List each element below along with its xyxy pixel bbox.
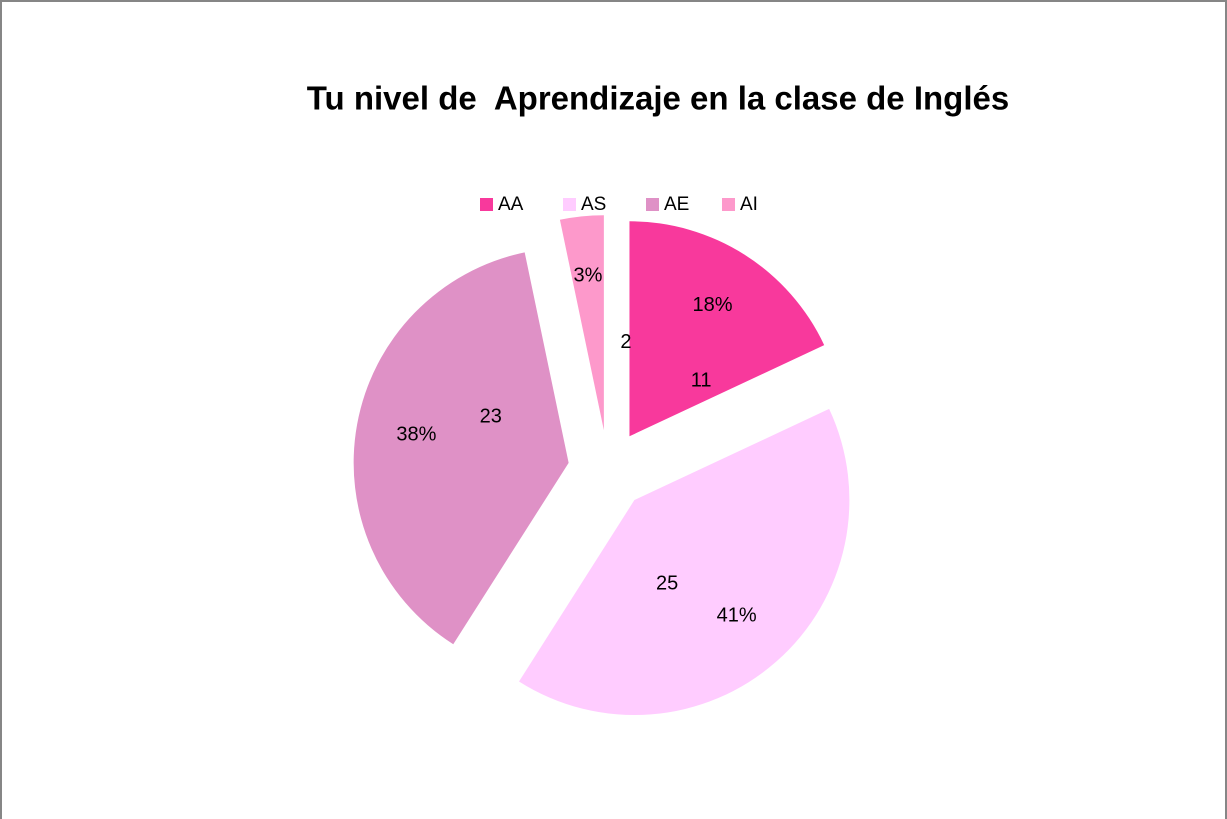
legend-label: AI: [740, 194, 758, 215]
legend-label: AS: [581, 194, 606, 215]
pie-slice: [519, 408, 850, 716]
percent-label: 38%: [396, 423, 436, 445]
legend-swatch: [563, 198, 576, 211]
chart-title: Tu nivel de Aprendizaje en la clase de I…: [307, 80, 1009, 117]
percent-label: 41%: [717, 605, 757, 627]
pie-slice: [353, 252, 569, 645]
legend-swatch: [646, 198, 659, 211]
percent-label: 18%: [693, 294, 733, 316]
legend-label: AA: [498, 194, 524, 215]
pie-slice: [559, 215, 604, 431]
legend-swatch: [722, 198, 735, 211]
legend-label: AE: [664, 194, 689, 215]
value-label: 2: [620, 331, 631, 353]
value-label: 23: [480, 405, 502, 427]
value-label: 25: [656, 572, 678, 594]
percent-label: 3%: [574, 265, 603, 287]
pie-slice: [629, 221, 825, 437]
legend-swatch: [480, 198, 493, 211]
value-label: 11: [691, 370, 712, 392]
